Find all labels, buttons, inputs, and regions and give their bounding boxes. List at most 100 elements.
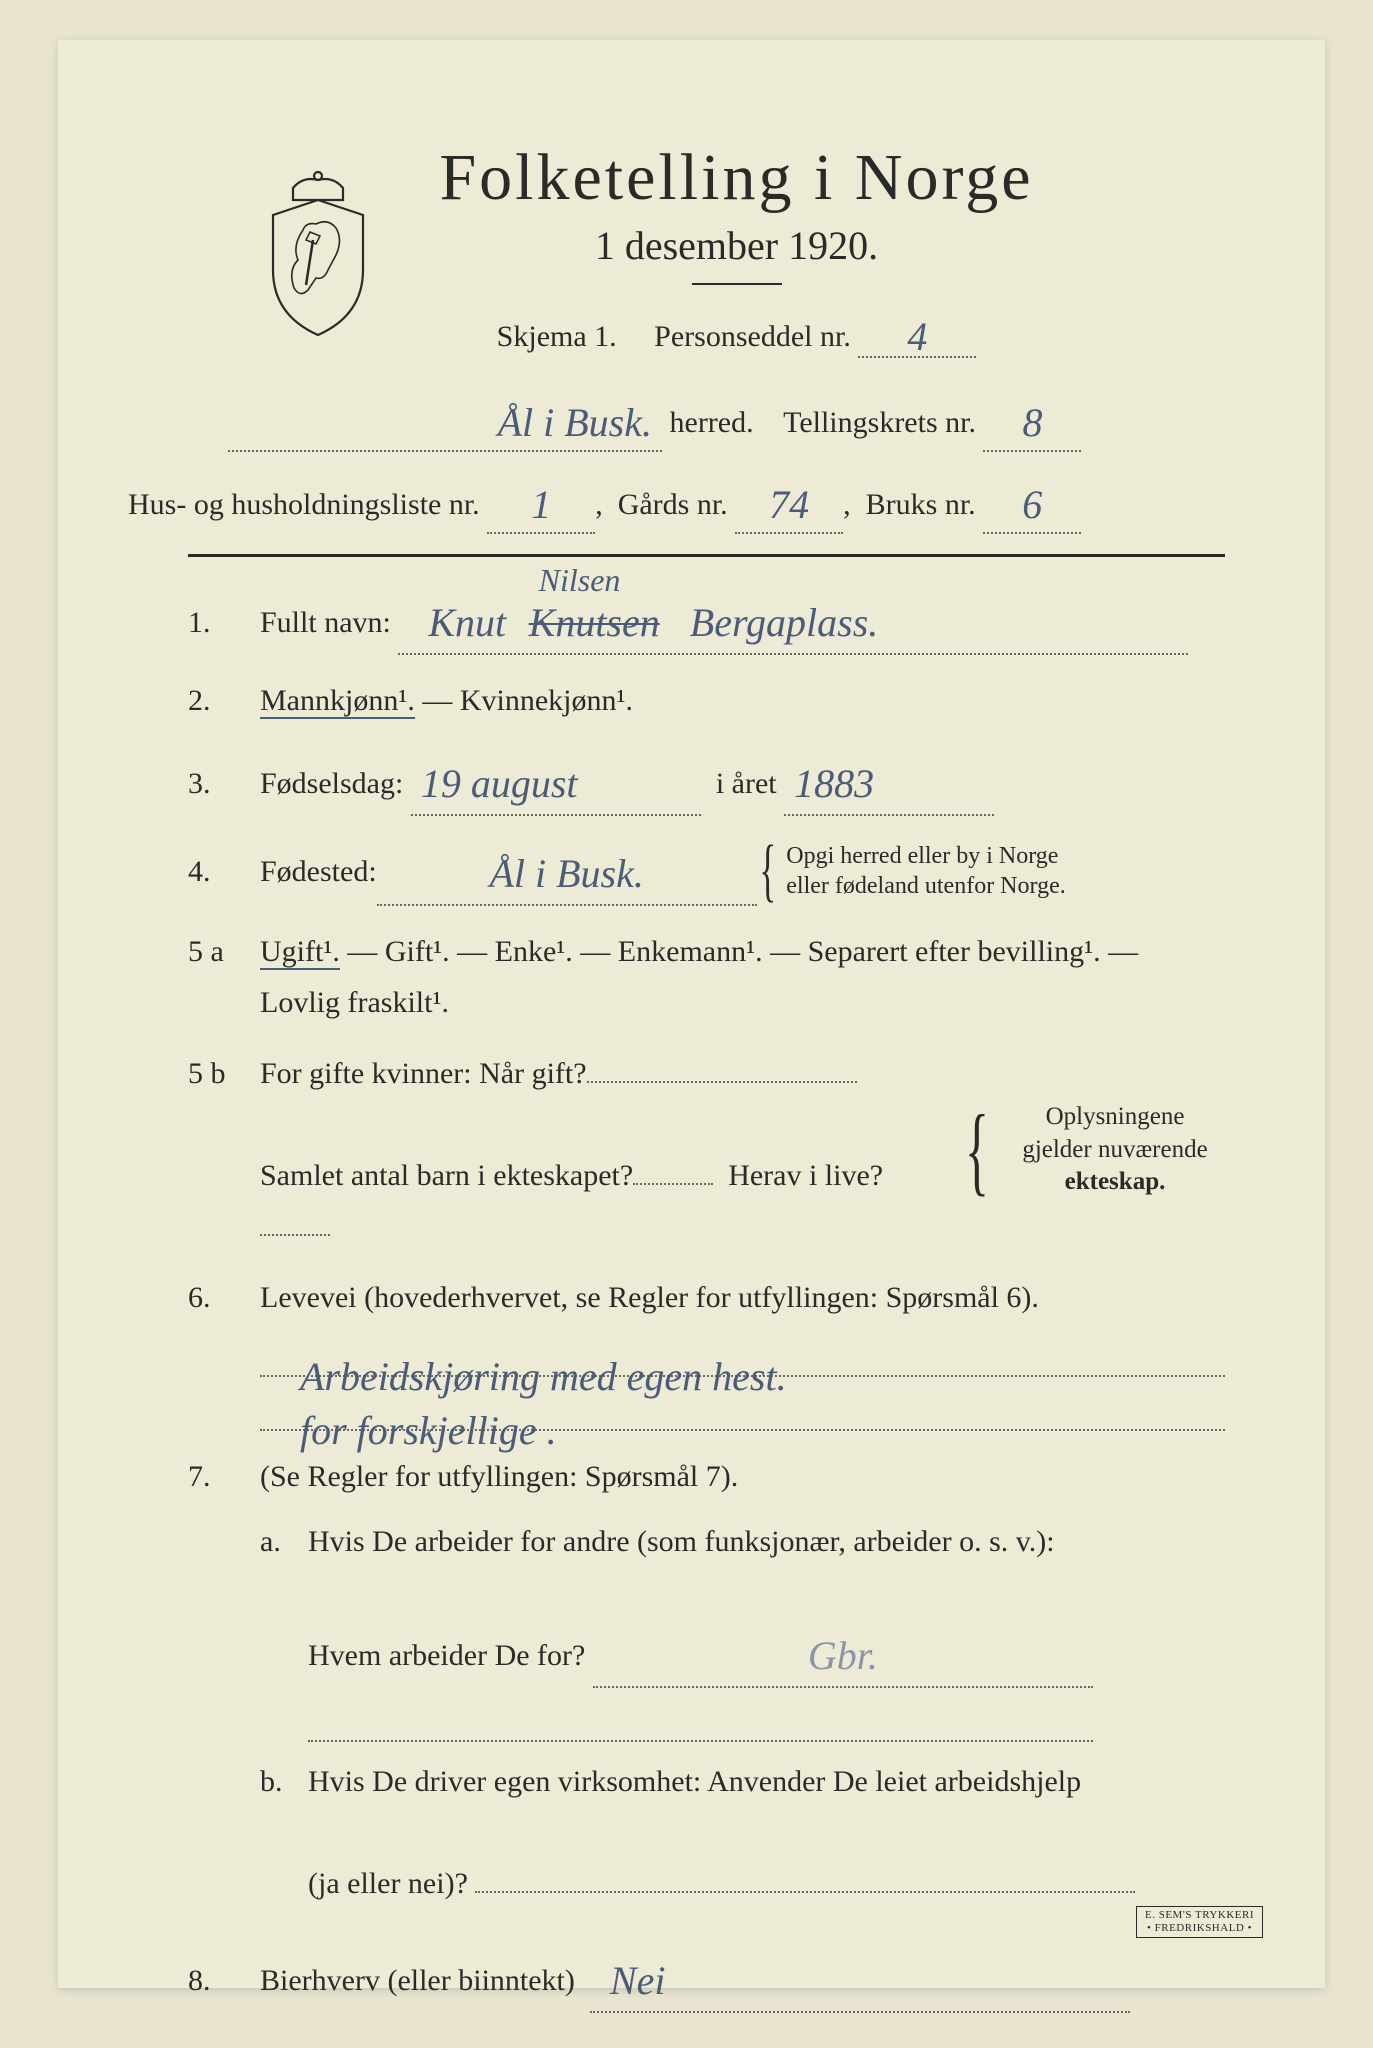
hushold-nr: 1 [487,470,595,534]
q5b-l1: For gifte kvinner: Når gift? [260,1057,587,1090]
q3-year-field: 1883 [784,746,994,816]
q7a: a. Hvis De arbeider for andre (som funks… [260,1516,1225,1742]
bruks-label: Bruks nr. [866,488,976,521]
q5b-fields: For gifte kvinner: Når gift? Samlet anta… [260,1048,949,1252]
q4-note-l2: eller fødeland utenfor Norge. [786,873,1065,899]
q7b-field [475,1891,1135,1893]
q7b: b. Hvis De driver egen virksomhet: Anven… [260,1756,1225,1909]
title-rule [692,283,782,285]
hushold-row: Hus- og husholdningsliste nr. 1, Gårds n… [128,470,1225,534]
q5b-f1 [587,1081,857,1083]
paper-sheet: Folketelling i Norge 1 desember 1920. Sk… [58,40,1325,1988]
q2-body: Mannkjønn¹. — Kvinnekjønn¹. [260,675,1225,726]
q3-year-label: i året [716,767,777,800]
q1-num: 1. [188,606,240,640]
brace-icon: { [759,843,776,899]
dash: — [347,935,385,968]
q7b-letter: b. [260,1756,290,1909]
q5b-note-l1: Oplysningene [1046,1103,1185,1130]
personseddel-label: Personseddel nr. [654,320,851,353]
q7-label: (Se Regler for utfyllingen: Spørsmål 7). [260,1460,738,1493]
q5b-l2: Samlet antal barn i ekteskapet? [260,1159,633,1192]
q6: 6. Levevei (hovederhvervet, se Regler fo… [188,1272,1225,1431]
q4-note-l1: Opgi herred eller by i Norge [786,843,1058,869]
dash: — [770,935,808,968]
gards-label: Gårds nr. [618,488,728,521]
q5b: 5 b For gifte kvinner: Når gift? Samlet … [188,1048,1225,1252]
q7b-body: Hvis De driver egen virksomhet: Anvender… [308,1756,1135,1909]
q5a-body: Ugift¹. — Gift¹. — Enke¹. — Enkemann¹. —… [260,926,1225,1028]
printer-l1: E. SEM'S TRYKKERI [1145,1909,1254,1921]
dash: — [457,935,495,968]
q3: 3. Fødselsdag: 19 august i året 1883 [188,746,1225,816]
q7-body: (Se Regler for utfyllingen: Spørsmål 7).… [260,1451,1225,1923]
q7a-value-field: Gbr. [593,1618,1093,1688]
q8-num: 8. [188,1964,240,1998]
page: Folketelling i Norge 1 desember 1920. Sk… [0,0,1373,2048]
q5b-note-l2: gjelder nuværende [1022,1136,1207,1163]
coat-of-arms-icon [258,170,378,340]
q5b-note-l3: ekteskap. [1065,1168,1166,1195]
q5a-enke: Enke¹. [495,935,573,968]
q2-female: Kvinnekjønn¹. [460,684,633,717]
skjema-label: Skjema 1. [497,320,617,353]
q2: 2. Mannkjønn¹. — Kvinnekjønn¹. [188,675,1225,726]
q7a-l2: Hvem arbeider De for? [308,1639,585,1672]
q7b-l2: (ja eller nei)? [308,1867,468,1900]
skjema-line: Skjema 1. Personseddel nr. 4 [248,309,1225,358]
q4-value-field: Ål i Busk. [377,836,757,906]
q4-num: 4. [188,855,240,889]
bruks-nr: 6 [983,470,1081,534]
q7: 7. (Se Regler for utfyllingen: Spørsmål … [188,1451,1225,1923]
q7a-line2 [308,1704,1093,1742]
q3-day-field: 19 august [411,746,701,816]
q1-first: Knut [428,600,506,645]
q6-num: 6. [188,1281,240,1315]
q1-body: Fullt navn: Knut Nilsen Knutsen Bergapla… [260,585,1225,655]
q7a-letter: a. [260,1516,290,1742]
q7a-l1: Hvis De arbeider for andre (som funksjon… [308,1525,1055,1558]
q6-line1: Arbeidskjøring med egen hest. [260,1339,1225,1377]
q7-num: 7. [188,1460,240,1494]
q2-dash: — [422,684,460,717]
header: Folketelling i Norge 1 desember 1920. Sk… [248,140,1225,358]
q3-label: Fødselsdag: [260,767,403,800]
q1-last: Bergaplass. [690,600,879,645]
q5b-f3 [260,1234,330,1236]
q5b-l3: Herav i live? [728,1159,883,1192]
q4: 4. Fødested: Ål i Busk. { Opgi herred el… [188,836,1225,906]
q7b-l1: Hvis De driver egen virksomhet: Anvender… [308,1765,1081,1798]
q5b-note: Oplysningene gjelder nuværende ekteskap. [1005,1101,1225,1199]
dash: — [580,935,618,968]
brace-icon: { [965,1110,989,1190]
q1-struck: Knutsen [529,600,660,645]
q3-body: Fødselsdag: 19 august i året 1883 [260,746,1225,816]
hushold-label: Hus- og husholdningsliste nr. [128,488,480,521]
q5a-enkemann: Enkemann¹. [618,935,763,968]
printer-mark: E. SEM'S TRYKKERI • FREDRIKSHALD • [1136,1906,1263,1938]
q5b-num: 5 b [188,1057,240,1091]
herred-label: herred. [670,406,754,439]
q4-label: Fødested: [260,846,377,897]
main-title: Folketelling i Norge [248,140,1225,216]
q8: 8. Bierhverv (eller biinntekt) Nei [188,1943,1225,2048]
q6-body: Levevei (hovederhvervet, se Regler for u… [260,1272,1225,1431]
q5a-num: 5 a [188,935,240,969]
q2-male: Mannkjønn¹. [260,684,415,719]
q5a-ugift: Ugift¹. [260,935,340,970]
personseddel-nr: 4 [858,309,976,358]
q5b-f2 [633,1183,713,1185]
q4-note: Opgi herred eller by i Norge eller fødel… [786,841,1065,901]
subtitle: 1 desember 1920. [248,222,1225,269]
q6-label: Levevei (hovederhvervet, se Regler for u… [260,1281,1039,1314]
dash: — [1108,935,1138,968]
q5a-separert: Separert efter bevilling¹. [808,935,1101,968]
printer-l2: • FREDRIKSHALD • [1147,1922,1252,1934]
q8-body: Bierhverv (eller biinntekt) Nei [260,1943,1225,2048]
q3-num: 3. [188,767,240,801]
q1-label: Fullt navn: [260,606,391,639]
q4-body: Fødested: Ål i Busk. { Opgi herred eller… [260,836,1225,906]
q5a-gift: Gift¹. [385,935,450,968]
q2-num: 2. [188,684,240,718]
q7a-body: Hvis De arbeider for andre (som funksjon… [308,1516,1093,1742]
